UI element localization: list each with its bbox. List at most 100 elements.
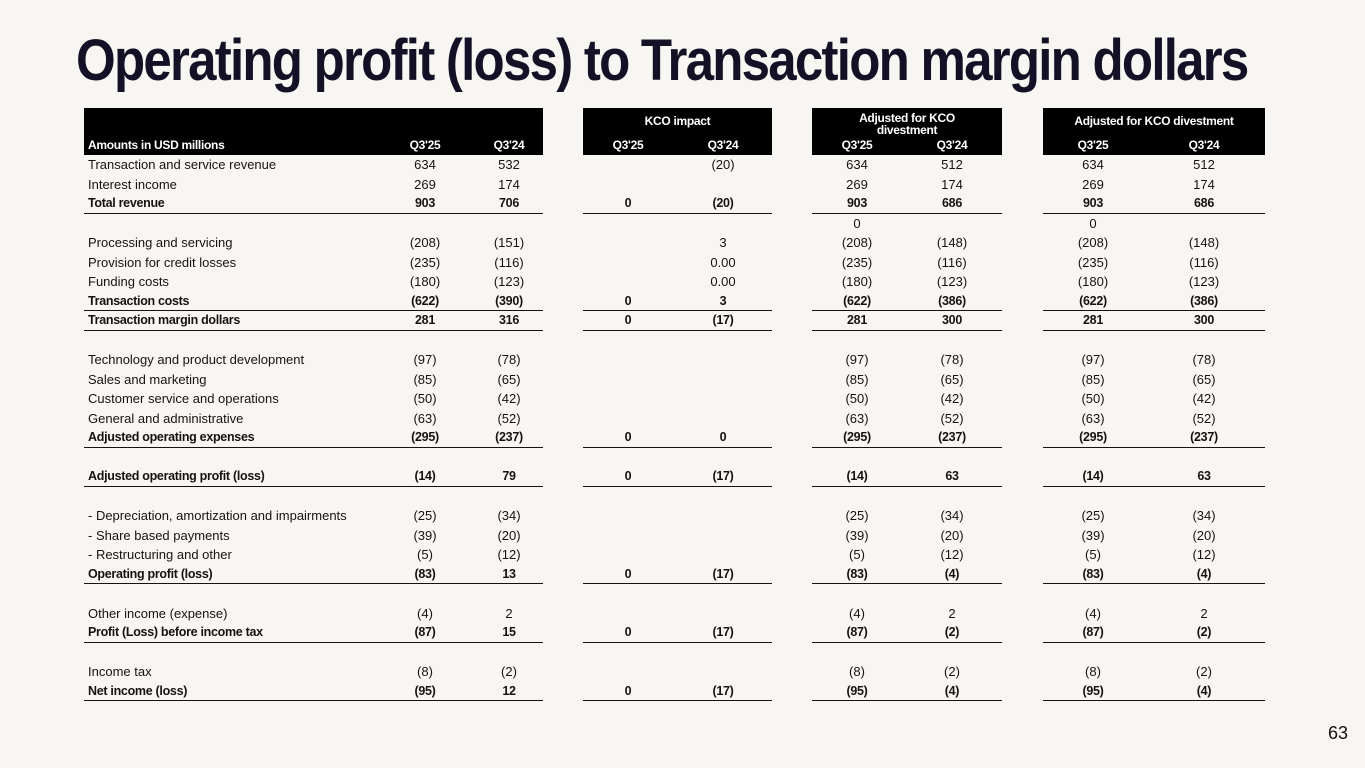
row-divider	[84, 446, 543, 448]
cell-value: (12)	[940, 547, 964, 562]
header-group-label: KCO impact	[644, 114, 711, 128]
header-period-q3-24: Q3'24	[936, 138, 968, 152]
table-row: General and administrative (63) (52) (63) (5…	[0, 409, 1365, 429]
cell-value: 634	[846, 157, 868, 172]
row-label: - Restructuring and other	[88, 547, 232, 562]
row-label: General and administrative	[88, 410, 244, 426]
cell-value: (386)	[1190, 293, 1218, 308]
cell-value: (17)	[712, 469, 734, 483]
cell-value: (123)	[493, 274, 525, 289]
header-units-label: Amounts in USD millions	[88, 138, 225, 152]
cell-value: 686	[1194, 196, 1214, 210]
cell-value: (39)	[1081, 527, 1105, 543]
cell-value: 0	[624, 196, 632, 210]
cell-value: (63)	[1081, 410, 1105, 426]
row-label: Adjusted operating profit (loss)	[88, 469, 265, 483]
cell-value: 903	[1083, 196, 1103, 210]
row-label: Technology and product development	[88, 352, 305, 367]
cell-value: (4)	[1196, 683, 1212, 698]
cell-value: (34)	[497, 508, 521, 523]
cell-value: (65)	[940, 371, 964, 387]
cell-value: (78)	[940, 352, 964, 367]
cell-value: 634	[1082, 157, 1104, 172]
cell-value: (95)	[414, 683, 436, 698]
row-label: Other income (expense)	[88, 605, 228, 621]
cell-value: (65)	[1192, 371, 1216, 387]
header-period-q3-25: Q3'25	[409, 138, 441, 152]
row-divider	[84, 583, 543, 585]
cell-value: 686	[942, 196, 962, 210]
cell-value: 79	[502, 469, 516, 483]
row-divider	[84, 310, 543, 312]
cell-value: (17)	[712, 625, 734, 639]
row-label: - Depreciation, amortization and impairm…	[88, 508, 347, 523]
row-label: Income tax	[88, 664, 152, 679]
cell-value: (25)	[413, 508, 437, 523]
cell-value: 63	[1197, 469, 1211, 483]
cell-value: (63)	[845, 410, 869, 426]
row-divider	[583, 446, 772, 448]
cell-value: (17)	[712, 566, 734, 581]
cell-value: 281	[415, 313, 435, 327]
row-divider	[1043, 310, 1265, 312]
row-divider	[812, 329, 1002, 331]
cell-value: (17)	[712, 313, 734, 327]
cell-value: (85)	[413, 371, 437, 387]
cell-value: (237)	[495, 430, 523, 444]
cell-value: (34)	[1192, 508, 1216, 523]
cell-value: 0	[624, 313, 632, 327]
table-header-group: Adjusted for KCO divestment Q3'25 Q3'24	[812, 108, 1002, 155]
cell-value: 269	[1082, 176, 1104, 192]
row-divider	[1043, 446, 1265, 448]
table-row: Sales and marketing (85) (65) (85) (65) (85) (…	[0, 370, 1365, 390]
row-divider	[1043, 700, 1265, 702]
cell-value: (78)	[497, 352, 521, 367]
cell-value: (386)	[938, 293, 966, 308]
cell-value: (95)	[1082, 683, 1104, 698]
cell-value: (4)	[944, 566, 960, 581]
header-period-q3-24: Q3'24	[1188, 138, 1220, 152]
cell-value: (123)	[936, 274, 968, 289]
table-row: Transaction margin dollars 281 316 0 (17) 281…	[0, 311, 1365, 331]
cell-value: 2	[948, 605, 956, 621]
cell-value: (5)	[1085, 547, 1101, 562]
cell-value: (20)	[497, 527, 521, 543]
row-label: - Share based payments	[88, 527, 230, 543]
cell-value: 532	[498, 157, 520, 172]
cell-value: 300	[1194, 313, 1214, 327]
cell-value: (39)	[845, 527, 869, 543]
cell-value: (4)	[1085, 605, 1101, 621]
cell-value: 0	[624, 683, 632, 698]
table-row	[0, 331, 1365, 351]
table-row: Technology and product development (97) (7…	[0, 350, 1365, 370]
row-divider	[583, 485, 772, 487]
row-label: Total revenue	[88, 196, 165, 210]
cell-value: 634	[414, 157, 436, 172]
cell-value: (2)	[944, 664, 960, 679]
row-divider	[583, 583, 772, 585]
cell-value: (295)	[411, 430, 439, 444]
cell-value: (151)	[493, 235, 525, 250]
table-row: Income tax (8) (2) (8) (2) (8) (2)	[0, 662, 1365, 682]
cell-value: (34)	[940, 508, 964, 523]
row-divider	[812, 700, 1002, 702]
row-divider	[1043, 583, 1265, 585]
cell-value: (390)	[495, 293, 523, 308]
cell-value: 0	[624, 469, 632, 483]
header-group-label: Adjusted for KCO divestment	[859, 111, 955, 137]
page-number: 63	[1327, 723, 1348, 743]
cell-value: (295)	[1079, 430, 1107, 444]
header-period-q3-24: Q3'24	[493, 138, 525, 152]
cell-value: (4)	[417, 605, 433, 621]
table-row: Processing and servicing (208) (151) 3 (208)…	[0, 233, 1365, 253]
row-divider	[583, 329, 772, 331]
table-row: Customer service and operations (50) (42) (…	[0, 389, 1365, 409]
cell-value: 0	[1089, 215, 1097, 231]
cell-value: 13	[502, 566, 516, 581]
cell-value: 3	[719, 235, 727, 250]
table-header-group: KCO impact Q3'25 Q3'24	[583, 108, 772, 155]
row-divider	[812, 310, 1002, 312]
row-divider	[84, 700, 543, 702]
row-label: Provision for credit losses	[88, 254, 237, 270]
